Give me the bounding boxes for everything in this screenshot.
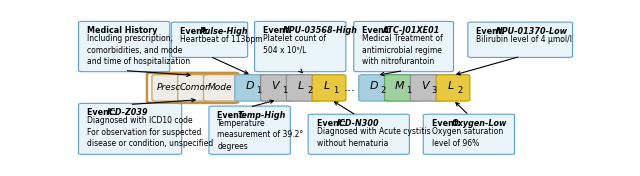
Text: Event:: Event: xyxy=(180,27,211,36)
Text: Temp-High: Temp-High xyxy=(237,111,285,120)
FancyBboxPatch shape xyxy=(410,75,444,101)
FancyBboxPatch shape xyxy=(359,75,392,101)
Text: Presc: Presc xyxy=(157,83,181,92)
Text: Oxygen-Low: Oxygen-Low xyxy=(451,119,507,128)
Text: V: V xyxy=(271,81,279,91)
FancyBboxPatch shape xyxy=(436,75,470,101)
Text: Medical Treatment of
antimicrobial regime
with nitrofurantoin: Medical Treatment of antimicrobial regim… xyxy=(362,34,443,66)
FancyBboxPatch shape xyxy=(255,21,346,72)
Text: D: D xyxy=(369,81,378,91)
Text: NPU-01370-Low: NPU-01370-Low xyxy=(496,27,568,36)
Text: Event:: Event: xyxy=(362,26,394,35)
FancyBboxPatch shape xyxy=(286,75,320,101)
Text: Event:: Event: xyxy=(263,26,294,35)
Text: L: L xyxy=(448,81,454,91)
Text: D: D xyxy=(245,81,254,91)
Text: Event:: Event: xyxy=(476,27,508,36)
Text: Including prescription,
comorbidities, and mode
and time of hospitalization: Including prescription, comorbidities, a… xyxy=(87,34,190,66)
Text: Event:: Event: xyxy=(431,119,463,128)
Text: L: L xyxy=(298,81,305,91)
Text: Pulse-High: Pulse-High xyxy=(200,27,248,36)
FancyBboxPatch shape xyxy=(235,75,269,101)
Text: 1: 1 xyxy=(406,86,411,95)
FancyBboxPatch shape xyxy=(468,22,573,57)
Text: Platelet count of
504 x 10⁹/L: Platelet count of 504 x 10⁹/L xyxy=(263,34,326,55)
Text: 2: 2 xyxy=(307,86,313,95)
FancyBboxPatch shape xyxy=(385,75,419,101)
Text: Medical History: Medical History xyxy=(87,26,157,35)
Text: V: V xyxy=(421,81,429,91)
Text: 1: 1 xyxy=(282,86,287,95)
Text: Bilirubin level of 4 μmol/l: Bilirubin level of 4 μmol/l xyxy=(476,35,572,44)
Text: 3: 3 xyxy=(431,86,437,95)
Text: Diagnosed with ICD10 code
For observation for suspected
disease or condition, un: Diagnosed with ICD10 code For observatio… xyxy=(87,116,213,148)
Text: Comor: Comor xyxy=(180,83,209,92)
Text: Event:: Event: xyxy=(317,119,348,128)
Text: 1: 1 xyxy=(256,86,261,95)
FancyBboxPatch shape xyxy=(152,75,186,101)
Text: ICD-Z039: ICD-Z039 xyxy=(107,108,148,117)
FancyBboxPatch shape xyxy=(308,114,410,154)
Text: ...: ... xyxy=(344,81,356,94)
FancyBboxPatch shape xyxy=(172,22,248,57)
Text: M: M xyxy=(395,81,404,91)
FancyBboxPatch shape xyxy=(260,75,294,101)
Text: 2: 2 xyxy=(380,86,385,95)
FancyBboxPatch shape xyxy=(312,75,346,101)
Text: Mode: Mode xyxy=(208,83,232,92)
FancyBboxPatch shape xyxy=(79,103,182,154)
FancyBboxPatch shape xyxy=(354,21,454,72)
FancyBboxPatch shape xyxy=(178,75,211,101)
Text: Diagnosed with Acute cystitis
without hematuria: Diagnosed with Acute cystitis without he… xyxy=(317,127,430,147)
Text: 1: 1 xyxy=(333,86,339,95)
FancyBboxPatch shape xyxy=(423,114,515,154)
Text: ICD-N300: ICD-N300 xyxy=(337,119,379,128)
FancyBboxPatch shape xyxy=(79,21,170,72)
Text: L: L xyxy=(324,81,330,91)
Text: Oxygen saturation
level of 96%: Oxygen saturation level of 96% xyxy=(431,127,503,147)
FancyBboxPatch shape xyxy=(209,106,291,154)
FancyBboxPatch shape xyxy=(204,75,237,101)
Text: 2: 2 xyxy=(458,86,463,95)
Text: Temperature
measurement of 39.2°
degrees: Temperature measurement of 39.2° degrees xyxy=(218,119,303,151)
Text: NPU-03568-High: NPU-03568-High xyxy=(283,26,358,35)
Text: Event:: Event: xyxy=(87,108,118,117)
Text: Heartbeat of 113bpm: Heartbeat of 113bpm xyxy=(180,35,262,44)
Text: ATC-J01XE01: ATC-J01XE01 xyxy=(382,26,440,35)
Text: Event:: Event: xyxy=(218,111,249,120)
